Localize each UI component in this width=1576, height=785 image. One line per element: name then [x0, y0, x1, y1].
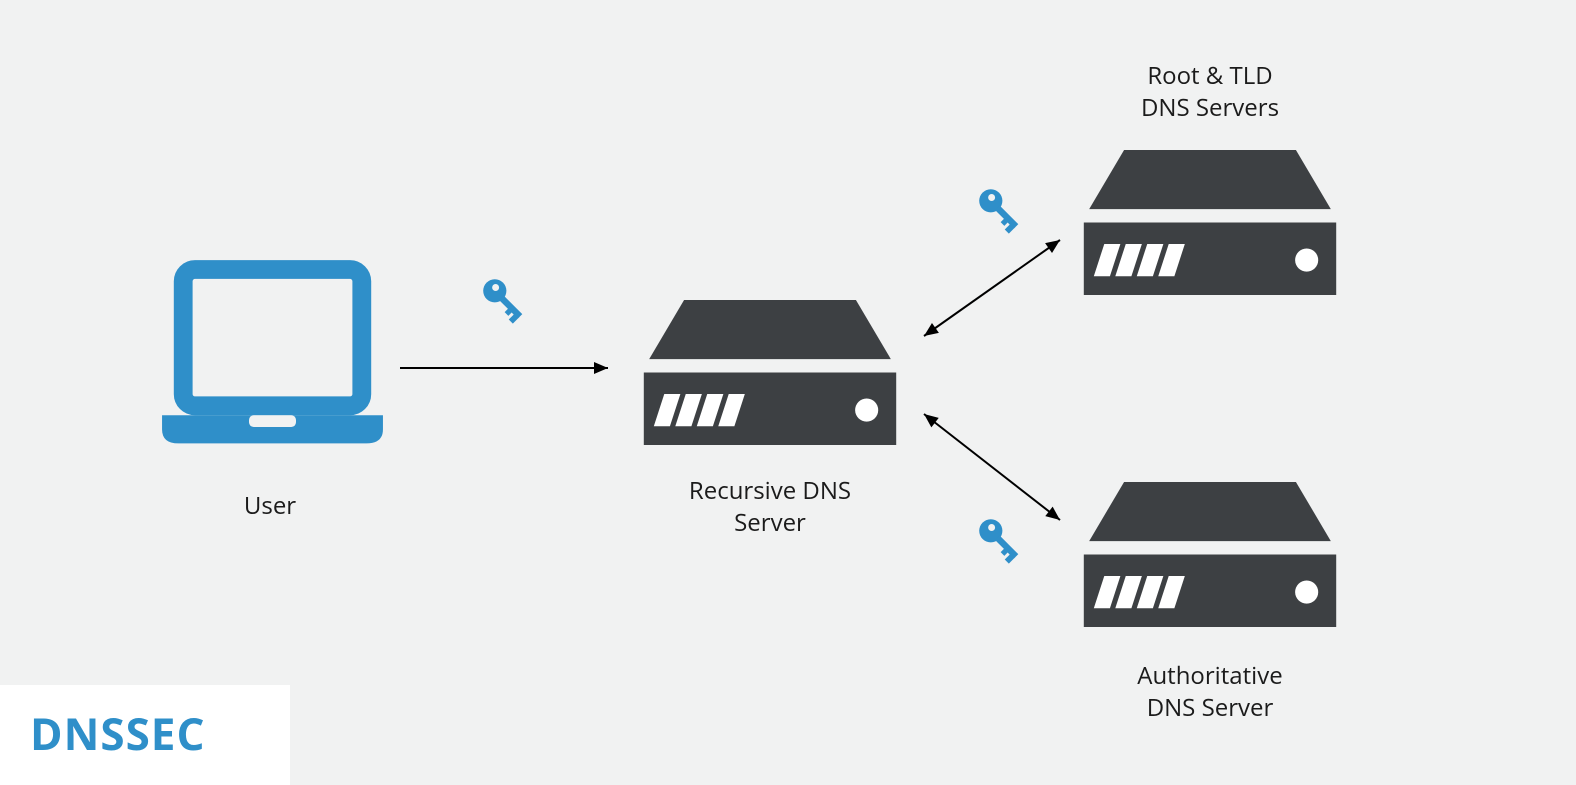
- node-label-recursive: Recursive DNS Server: [640, 475, 900, 540]
- node-label-user: User: [195, 490, 345, 522]
- edge-arrow: [385, 353, 623, 383]
- server-icon: [1075, 150, 1345, 295]
- diagram-title: DNSSEC: [30, 703, 206, 763]
- node-label-authoritative: Authoritative DNS Server: [1080, 660, 1340, 725]
- server-icon: [635, 300, 905, 445]
- laptop-icon: [155, 260, 390, 460]
- edge-arrow: [909, 399, 1075, 535]
- node-label-root-tld: Root & TLD DNS Servers: [1080, 60, 1340, 125]
- server-icon: [1075, 482, 1345, 627]
- edge-arrow: [909, 225, 1075, 351]
- title-box: DNSSEC: [0, 685, 290, 785]
